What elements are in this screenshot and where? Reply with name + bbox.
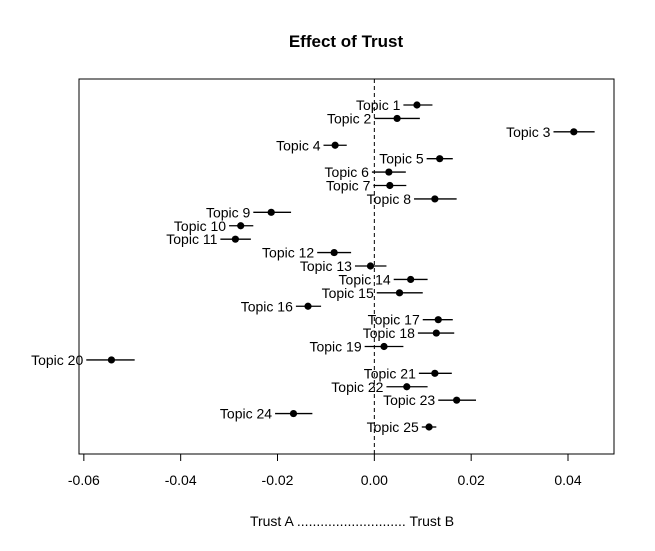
topic-estimate: Topic 7 bbox=[326, 178, 407, 194]
topic-estimate: Topic 17 bbox=[368, 312, 453, 328]
topic-label: Topic 12 bbox=[262, 245, 314, 261]
topic-estimate: Topic 16 bbox=[241, 298, 322, 314]
point-estimate bbox=[366, 262, 375, 270]
topic-estimate: Topic 5 bbox=[379, 151, 453, 167]
topic-estimate: Topic 19 bbox=[309, 339, 404, 355]
topic-estimate: Topic 10 bbox=[174, 218, 254, 234]
topic-estimate: Topic 9 bbox=[206, 204, 292, 220]
topic-label: Topic 16 bbox=[241, 298, 293, 314]
point-estimate bbox=[432, 329, 440, 337]
topic-estimate: Topic 13 bbox=[300, 258, 387, 274]
topic-label: Topic 20 bbox=[31, 352, 83, 368]
topic-label: Topic 5 bbox=[379, 151, 424, 167]
point-estimate bbox=[385, 168, 393, 176]
topic-estimate: Topic 18 bbox=[363, 325, 455, 341]
point-estimate bbox=[386, 181, 394, 190]
topic-estimate: Topic 15 bbox=[322, 285, 423, 301]
topic-estimate: Topic 21 bbox=[364, 365, 452, 381]
topic-estimate: Topic 8 bbox=[367, 191, 457, 207]
topic-estimate: Topic 6 bbox=[325, 164, 406, 180]
topic-label: Topic 6 bbox=[325, 164, 370, 180]
topic-label: Topic 14 bbox=[339, 271, 391, 287]
topic-label: Topic 24 bbox=[220, 406, 272, 422]
topic-label: Topic 4 bbox=[276, 137, 321, 153]
topic-label: Topic 19 bbox=[309, 339, 361, 355]
point-estimate bbox=[407, 275, 415, 284]
point-estimate bbox=[453, 396, 461, 404]
topic-label: Topic 21 bbox=[364, 365, 416, 381]
topic-label: Topic 7 bbox=[326, 178, 371, 194]
topic-estimate: Topic 25 bbox=[367, 419, 437, 435]
point-estimate bbox=[380, 342, 388, 351]
topic-estimate: Topic 11 bbox=[166, 231, 251, 247]
point-estimate bbox=[425, 423, 433, 431]
point-estimate bbox=[431, 195, 439, 203]
x-tick-label: -0.06 bbox=[68, 472, 100, 488]
point-estimate bbox=[431, 369, 439, 377]
point-estimate bbox=[436, 155, 444, 163]
topic-label: Topic 25 bbox=[367, 419, 419, 435]
x-tick-label: -0.02 bbox=[262, 472, 294, 488]
topic-estimate: Topic 23 bbox=[383, 392, 477, 408]
topic-estimate: Topic 24 bbox=[220, 406, 313, 422]
point-estimate bbox=[304, 302, 312, 310]
point-estimate bbox=[231, 235, 239, 243]
topic-label: Topic 9 bbox=[206, 204, 251, 220]
point-estimate bbox=[237, 222, 245, 230]
point-estimate bbox=[267, 208, 275, 216]
topic-estimate: Topic 22 bbox=[331, 379, 428, 395]
topic-label: Topic 18 bbox=[363, 325, 415, 341]
topic-estimate: Topic 12 bbox=[262, 245, 352, 261]
topic-label: Topic 10 bbox=[174, 218, 226, 234]
topic-estimate: Topic 4 bbox=[276, 137, 347, 153]
topic-label: Topic 11 bbox=[166, 231, 217, 247]
x-tick-label: 0.02 bbox=[458, 472, 485, 488]
point-estimate bbox=[395, 289, 404, 297]
topic-label: Topic 22 bbox=[331, 379, 383, 395]
point-estimate bbox=[107, 356, 116, 364]
topic-label: Topic 3 bbox=[506, 124, 551, 140]
point-estimate bbox=[393, 114, 401, 123]
x-tick-label: 0.00 bbox=[361, 472, 388, 488]
topic-label: Topic 15 bbox=[322, 285, 374, 301]
topic-estimate: Topic 14 bbox=[339, 271, 428, 287]
chart-title: Effect of Trust bbox=[289, 32, 404, 51]
topic-estimate: Topic 3 bbox=[506, 124, 595, 140]
point-estimate bbox=[413, 101, 421, 109]
point-estimate bbox=[403, 383, 411, 391]
topic-label: Topic 13 bbox=[300, 258, 352, 274]
point-estimate bbox=[289, 409, 298, 418]
topic-estimate: Topic 1 bbox=[356, 97, 433, 113]
point-estimate bbox=[330, 248, 338, 257]
point-estimate bbox=[570, 128, 578, 136]
topic-label: Topic 8 bbox=[367, 191, 412, 207]
x-tick-label: -0.04 bbox=[165, 472, 197, 488]
topic-label: Topic 23 bbox=[383, 392, 435, 408]
topic-label: Topic 17 bbox=[368, 312, 420, 328]
topic-label: Topic 1 bbox=[356, 97, 401, 113]
x-tick-label: 0.04 bbox=[554, 472, 581, 488]
topic-estimate: Topic 20 bbox=[31, 352, 135, 368]
point-estimate bbox=[434, 316, 442, 324]
topic-estimate: Topic 2 bbox=[327, 110, 420, 126]
topic-label: Topic 2 bbox=[327, 110, 372, 126]
point-estimate bbox=[331, 141, 339, 149]
x-axis-ticks: -0.06 -0.04 -0.02 0.00 0.02 0.04 bbox=[68, 454, 582, 488]
x-axis-label: Trust A ............................ Tru… bbox=[250, 513, 454, 529]
